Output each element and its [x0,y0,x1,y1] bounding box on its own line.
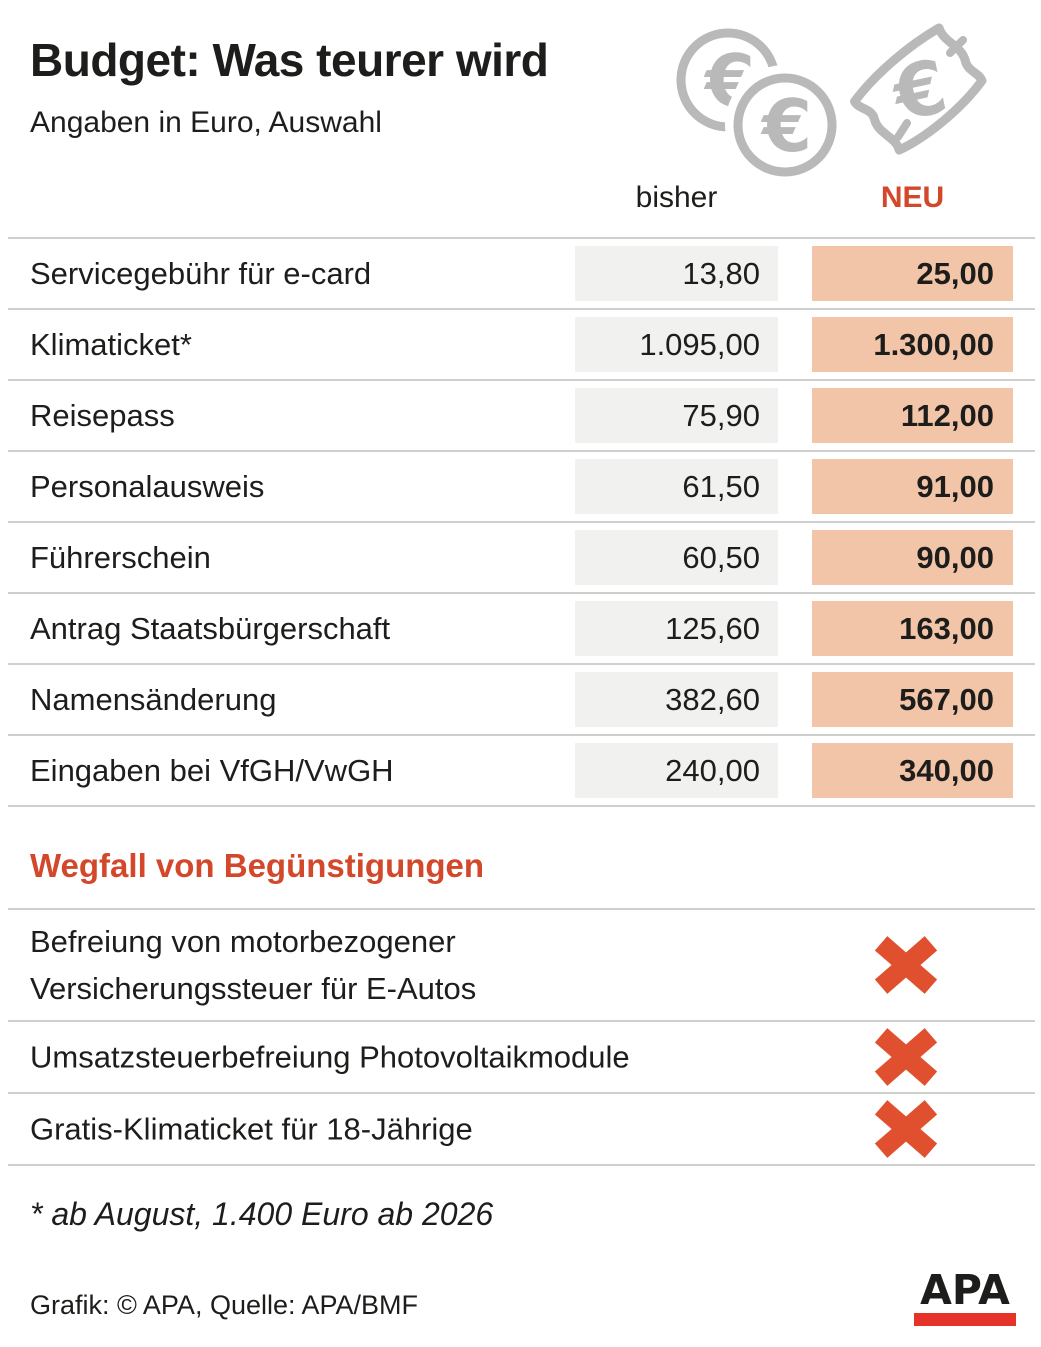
removed-benefit-label: Befreiung von motorbezogener Versicherun… [30,924,477,1006]
table-row: Servicegebühr für e-card 13,80 25,00 [8,237,1035,308]
x-mark-icon [874,936,938,994]
list-item: Gratis-Klimaticket für 18-Jährige [8,1092,1035,1166]
column-header-bisher: bisher [635,181,718,214]
table-row: Eingaben bei VfGH/VwGH 240,00 340,00 [8,734,1035,807]
cell-neu: 1.300,00 [812,317,1013,372]
svg-text:€: € [760,84,812,168]
cell-neu: 91,00 [812,459,1013,514]
list-item: Befreiung von motorbezogener Versicherun… [8,908,1035,1020]
table-row: Klimaticket* 1.095,00 1.300,00 [8,308,1035,379]
row-label: Antrag Staatsbürgerschaft [30,611,391,646]
cell-bisher: 60,50 [575,530,778,585]
source-credit: Grafik: © APA, Quelle: APA/BMF [30,1290,419,1320]
row-label: Personalausweis [30,469,265,504]
price-table: Servicegebühr für e-card 13,80 25,00 Kli… [8,237,1035,807]
column-header-neu: NEU [880,181,945,214]
row-label: Führerschein [30,540,211,575]
table-row: Reisepass 75,90 112,00 [8,379,1035,450]
page-subtitle: Angaben in Euro, Auswahl [30,106,382,139]
row-label: Namensänderung [30,682,277,717]
removed-benefit-label: Gratis-Klimaticket für 18-Jährige [30,1111,473,1147]
cell-bisher: 125,60 [575,601,778,656]
cell-neu: 163,00 [812,601,1013,656]
cell-neu: 112,00 [812,388,1013,443]
row-label: Servicegebühr für e-card [30,256,372,291]
cell-bisher: 13,80 [575,246,778,301]
removed-benefits-list: Befreiung von motorbezogener Versicherun… [8,908,1035,1166]
table-row: Personalausweis 61,50 91,00 [8,450,1035,521]
list-item: Umsatzsteuerbefreiung Photovoltaikmodule [8,1020,1035,1092]
table-row: Führerschein 60,50 90,00 [8,521,1035,592]
row-label: Eingaben bei VfGH/VwGH [30,753,394,788]
euro-coins-icon: € € [676,28,842,177]
cell-bisher: 240,00 [575,743,778,798]
cell-neu: 25,00 [812,246,1013,301]
table-row: Namensänderung 382,60 567,00 [8,663,1035,734]
apa-logo-red-bar [914,1313,1016,1326]
x-mark-icon [874,1100,938,1158]
removed-benefit-label: Umsatzsteuerbefreiung Photovoltaikmodule [30,1039,630,1075]
cell-bisher: 75,90 [575,388,778,443]
page-title: Budget: Was teurer wird [30,34,549,86]
row-label: Reisepass [30,398,175,433]
footnote: * ab August, 1.400 Euro ab 2026 [30,1196,494,1232]
cell-bisher: 1.095,00 [575,317,778,372]
cell-neu: 567,00 [812,672,1013,727]
table-row: Antrag Staatsbürgerschaft 125,60 163,00 [8,592,1035,663]
euro-banknote-icon: € [850,23,987,155]
cell-neu: 340,00 [812,743,1013,798]
apa-logo-text: APA [920,1266,1010,1314]
section-heading-wegfall: Wegfall von Begünstigungen [30,847,485,884]
cell-bisher: 61,50 [575,459,778,514]
cell-bisher: 382,60 [575,672,778,727]
row-label: Klimaticket* [30,327,192,362]
x-mark-icon [874,1028,938,1086]
cell-neu: 90,00 [812,530,1013,585]
apa-logo: APA [914,1270,1016,1326]
